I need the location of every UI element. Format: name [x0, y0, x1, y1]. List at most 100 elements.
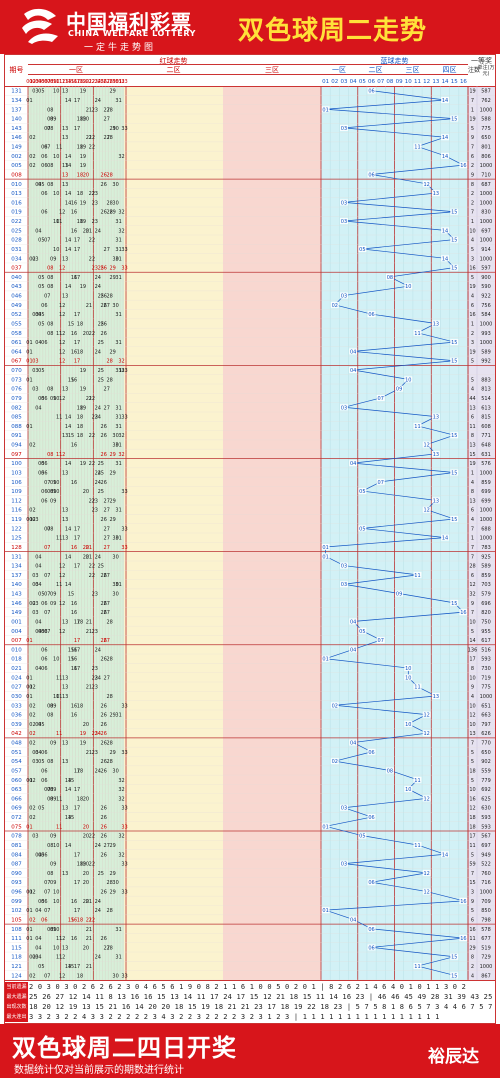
blue-ball-marker [431, 320, 440, 327]
prize-amount: 648 [481, 443, 491, 449]
red-ball-number: 11 [56, 145, 62, 151]
prize-bet-count: 6 [471, 508, 474, 514]
issue-number: 082 [11, 405, 22, 411]
issue-number: 030 [11, 694, 22, 700]
red-ball-number: 20 [83, 489, 89, 495]
blue-number-header: 02 [331, 79, 338, 85]
prize-amount: 1000 [480, 219, 493, 225]
red-ball-number: 12 [59, 331, 65, 337]
red-ball-number: 17 [74, 852, 80, 858]
red-ball-number: 31 [115, 955, 121, 961]
red-ball-number: 09 [50, 117, 56, 123]
issue-number: 013 [11, 191, 22, 197]
prize-bet-count: 10 [469, 722, 475, 728]
blue-ball-marker [413, 841, 422, 848]
red-ball-number: 02 [29, 601, 35, 607]
stats-note: 数据统计仅对当前展示的期数进行统计 [14, 1065, 184, 1076]
prize-amount: 593 [481, 815, 491, 821]
prize-amount: 993 [481, 331, 491, 337]
blue-ball-number: 16 [460, 610, 466, 616]
blue-ball-marker [404, 674, 413, 681]
red-ball-number: 21 [86, 228, 92, 234]
prize-amount: 593 [481, 824, 491, 830]
red-ball-number: 14 [65, 843, 71, 849]
red-ball-number: 17 [74, 564, 80, 570]
red-ball-number: 14 [65, 98, 71, 104]
red-ball-number: 28 [106, 210, 112, 216]
red-ball-number: 31 [115, 508, 121, 514]
red-ball-number: 23 [92, 200, 98, 206]
red-ball-number: 10 [53, 480, 59, 486]
red-ball-number: 06 [41, 647, 47, 653]
blue-ball-number: 01 [322, 657, 328, 663]
prize-amount: 1000 [480, 517, 493, 523]
prize-amount: 762 [481, 98, 491, 104]
red-ball-number: 29 [109, 517, 115, 523]
red-ball-number: 18 [77, 796, 83, 802]
prize-amount: 587 [481, 89, 491, 95]
red-ball-number: 15 [68, 815, 74, 821]
red-ball-number: 18 [77, 117, 83, 123]
red-ball-number: 16 [71, 666, 77, 672]
blue-ball-marker [422, 869, 431, 876]
red-ball-number: 23 [92, 592, 98, 598]
prize-amount: 516 [481, 647, 491, 653]
prize-amount: 815 [481, 415, 491, 421]
prize-bet-count: 10 [469, 619, 475, 625]
prize-amount: 699 [481, 489, 491, 495]
red-ball-number: 16 [71, 210, 77, 216]
blue-ball-marker [441, 851, 450, 858]
red-ball-number: 25 [98, 368, 104, 374]
prize-amount: 949 [481, 852, 491, 858]
red-number-header: 14 [65, 79, 71, 85]
red-ball-number: 01 [26, 98, 32, 104]
red-ball-number: 27 [104, 508, 110, 514]
prize-amount: 771 [481, 433, 491, 439]
prize-bet-count: 136 [468, 647, 478, 653]
red-ball-number: 14 [65, 778, 71, 784]
issue-number: 134 [11, 98, 22, 104]
red-ball-number: 25 [98, 266, 104, 272]
red-number-header: 01 [26, 79, 32, 85]
issue-number: 018 [11, 657, 22, 663]
red-ball-number: 30 [112, 200, 118, 206]
red-ball-number: 24 [95, 554, 101, 560]
issue-number: 108 [11, 927, 22, 933]
red-ball-number: 13 [62, 470, 68, 476]
blue-ball-marker [441, 227, 450, 234]
red-ball-number: 02 [29, 973, 35, 979]
issue-number: 140 [11, 117, 22, 123]
red-ball-number: 26 [101, 210, 107, 216]
red-ball-number: 19 [80, 219, 86, 225]
blue-ball-number: 16 [460, 163, 466, 169]
red-trend-header: 红球走势 [159, 57, 188, 65]
red-ball-number: 18 [77, 405, 83, 411]
red-ball-number: 06 [41, 852, 47, 858]
prize-amount: 760 [481, 871, 491, 877]
prize-amount: 783 [481, 545, 491, 551]
blue-ball-marker [413, 143, 422, 150]
blue-ball-marker [431, 692, 440, 699]
blue-ball-marker [349, 916, 358, 923]
blue-ball-number: 10 [405, 377, 411, 383]
stats-panel: 当前遗漏 2 0 3 0 3 0 2 6 2 6 2 3 0 4 6 5 6 1… [5, 980, 495, 1023]
prize-bet-count: 7 [471, 554, 474, 560]
blue-number-header: 01 [322, 79, 329, 85]
stat-row-max-streak: 最大连出 3 3 2 3 2 2 4 3 3 2 2 2 2 2 3 4 3 2… [5, 1012, 495, 1022]
red-ball-number: 33 [121, 806, 127, 812]
brand-name-cn: 中国福利彩票 [66, 10, 192, 34]
red-ball-number: 31 [115, 927, 121, 933]
prize-bet-count: 6 [471, 303, 474, 309]
blue-ball-marker [339, 404, 348, 411]
red-ball-number: 22 [89, 396, 95, 402]
red-ball-number: 07 [44, 908, 50, 914]
red-ball-number: 06 [41, 666, 47, 672]
prize-bet-count: 4 [471, 694, 474, 700]
red-ball-number: 26 [101, 824, 107, 830]
blue-ball-number: 02 [332, 303, 338, 309]
red-ball-number: 02 [29, 135, 35, 141]
red-ball-number: 03 [32, 368, 38, 374]
blue-ball-number: 11 [414, 964, 420, 970]
red-ball-number: 18 [77, 703, 83, 709]
red-ball-number: 24 [95, 675, 101, 681]
